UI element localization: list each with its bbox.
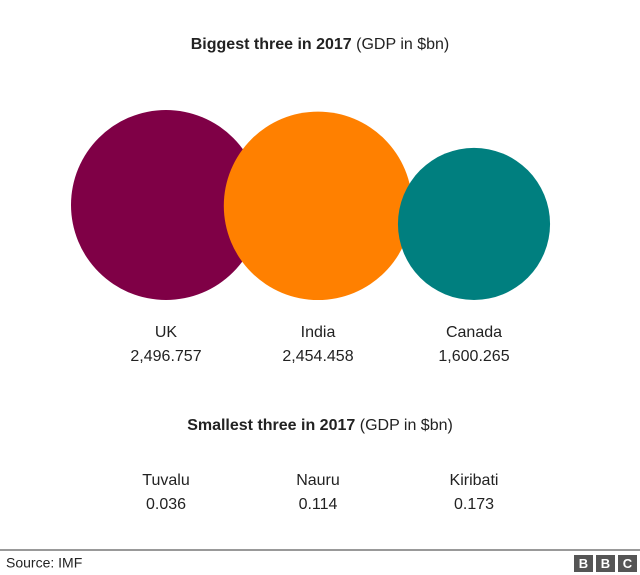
title-bold: Smallest three in 2017	[187, 417, 355, 434]
value-label: 0.114	[299, 496, 338, 513]
category-label: Tuvalu	[142, 472, 189, 489]
logo-box	[574, 555, 593, 572]
subtitle: (GDP in $bn)	[360, 417, 453, 434]
category-label: India	[301, 324, 336, 341]
value-label: 0.036	[146, 496, 186, 513]
value-label: 2,454.458	[282, 348, 353, 365]
logo-letter: B	[579, 556, 588, 571]
logo-letter: C	[623, 556, 633, 571]
chart-title: Smallest three in 2017 (GDP in $bn)	[187, 417, 453, 434]
category-label: UK	[155, 324, 178, 341]
value-label: 2,496.757	[130, 348, 201, 365]
category-label: Nauru	[296, 472, 340, 489]
chart-title: Biggest three in 2017 (GDP in $bn)	[191, 36, 449, 53]
value-label: 0.173	[454, 496, 494, 513]
title-bold: Biggest three in 2017	[191, 36, 352, 53]
bubble	[397, 147, 551, 300]
bubble	[223, 111, 413, 300]
category-label: Kiribati	[450, 472, 499, 489]
category-label: Canada	[446, 324, 502, 341]
subtitle: (GDP in $bn)	[356, 36, 449, 53]
source: Source: IMF	[6, 555, 82, 571]
logo-box	[618, 555, 637, 572]
value-label: 1,600.265	[438, 348, 509, 365]
bubble	[71, 110, 261, 300]
logo-letter: B	[601, 556, 610, 571]
logo-box	[596, 555, 615, 572]
